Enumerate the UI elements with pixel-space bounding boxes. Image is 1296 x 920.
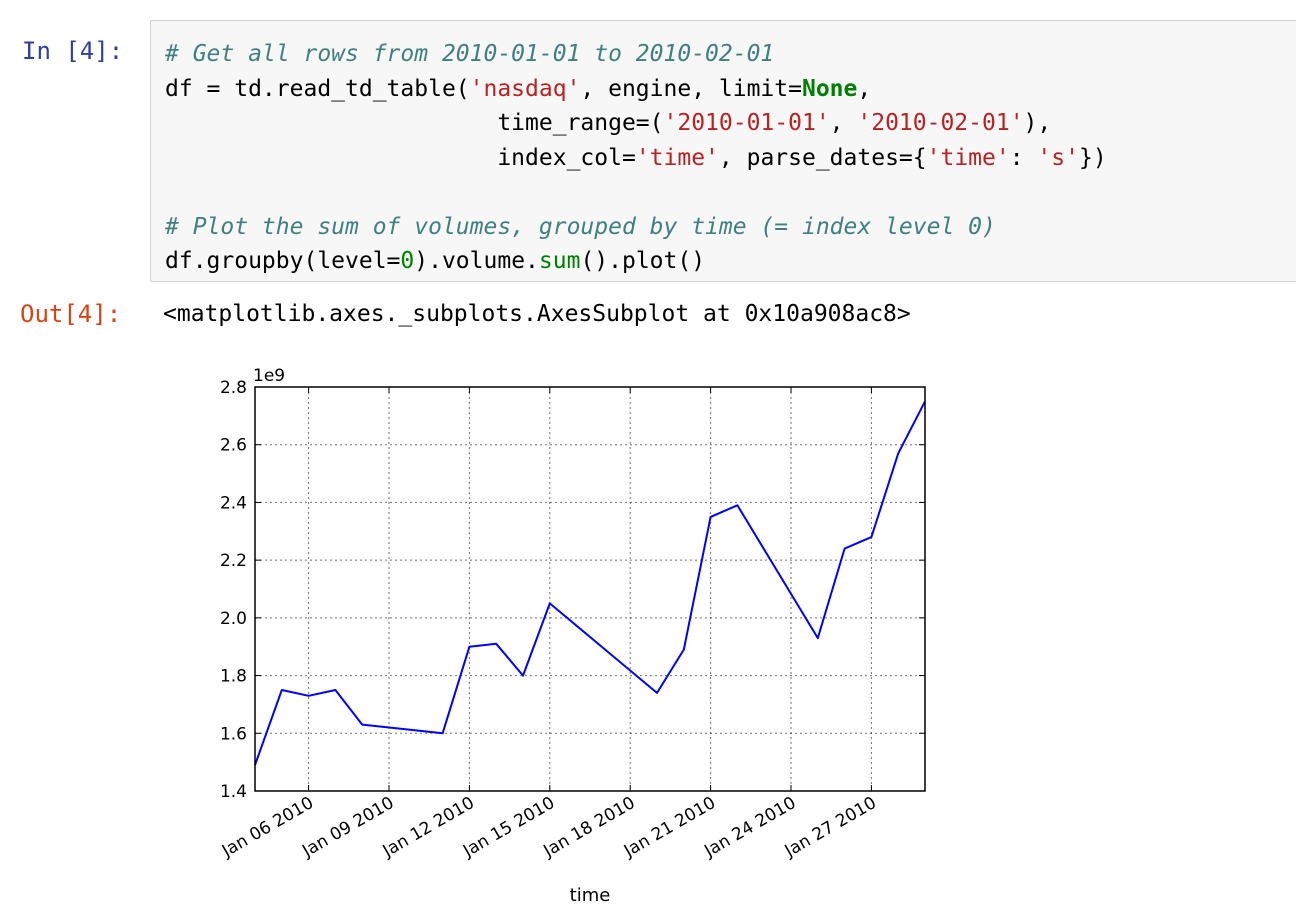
code-token: sum [538, 248, 581, 274]
code-token: : [1009, 144, 1038, 171]
x-tick-label: Jan 06 2010 [218, 793, 317, 862]
y-tick-label: 1.4 [220, 782, 247, 802]
series-line [254, 400, 926, 766]
plot-area [255, 387, 925, 791]
x-tick-label: Jan 21 2010 [620, 793, 719, 862]
code-token: df.groupby(level= [165, 248, 401, 274]
y-tick-label: 2.8 [220, 378, 247, 398]
y-tick-label: 1.8 [220, 667, 247, 687]
code-editor[interactable]: # Get all rows from 2010-01-01 to 2010-0… [165, 37, 1107, 279]
code-token: 'time' [635, 144, 719, 171]
y-tick-label: 2.0 [220, 609, 247, 629]
code-token: }) [1078, 144, 1107, 171]
x-tick-label: Jan 18 2010 [540, 793, 639, 862]
input-prompt: In [4]: [22, 37, 124, 65]
code-token: , [857, 75, 872, 102]
output-prompt: Out[4]: [20, 300, 122, 328]
code-line: # Get all rows from 2010-01-01 to 2010-0… [165, 41, 774, 67]
plot-frame [254, 386, 926, 792]
x-tick-label: Jan 24 2010 [700, 793, 799, 862]
code-line: time_range=('2010-01-01', '2010-02-01'), [165, 110, 1051, 136]
y-tick-label: 2.4 [220, 493, 247, 513]
code-token: None [801, 75, 858, 102]
code-line: index_col='time', parse_dates={'time': '… [165, 144, 1107, 171]
x-tick-label: Jan 12 2010 [379, 793, 478, 862]
code-token: 's' [1037, 144, 1079, 171]
x-tick-label: Jan 15 2010 [459, 793, 558, 862]
code-token: '2010-02-01' [857, 110, 1024, 136]
code-token: ), [1023, 110, 1052, 136]
y-tick-label: 2.2 [220, 551, 247, 571]
code-token: , parse_dates={ [718, 144, 927, 171]
code-token: , engine, limit= [580, 75, 802, 102]
code-line: df = td.read_td_table('nasdaq', engine, … [165, 76, 871, 102]
y-offset-label: 1e9 [253, 366, 285, 386]
code-token: , [829, 110, 858, 136]
y-tick-label: 1.6 [220, 724, 247, 744]
x-axis-label: time [570, 885, 611, 906]
x-tick-label: Jan 09 2010 [298, 793, 397, 862]
code-token: '2010-01-01' [663, 110, 830, 136]
code-line: df.groupby(level=0).volume.sum().plot() [165, 248, 705, 274]
code-token: ).volume. [414, 248, 539, 274]
code-input-area[interactable]: # Get all rows from 2010-01-01 to 2010-0… [150, 20, 1296, 282]
code-token: 'time' [926, 144, 1010, 171]
code-token: 'nasdaq' [469, 75, 581, 102]
plot-output: 1.4 1.6 1.8 2.0 2.2 2.4 2.6 2.8 Jan 06 2010 Jan 0… [0, 340, 1296, 920]
output-repr-text: <matplotlib.axes._subplots.AxesSubplot a… [163, 301, 911, 327]
x-tick-label: Jan 27 2010 [781, 793, 880, 862]
code-token: 0 [400, 248, 415, 274]
code-line: # Plot the sum of volumes, grouped by ti… [165, 214, 996, 240]
code-token: ().plot() [580, 248, 706, 274]
y-tick-label: 2.6 [220, 436, 247, 456]
code-token: # Get all rows from 2010-01-01 to 2010-0… [165, 41, 775, 67]
code-token: df = td.read_td_table( [165, 75, 470, 102]
code-token: index_col= [165, 144, 636, 171]
code-token: time_range=( [165, 110, 664, 136]
code-token: # Plot the sum of volumes, grouped by ti… [165, 213, 996, 240]
